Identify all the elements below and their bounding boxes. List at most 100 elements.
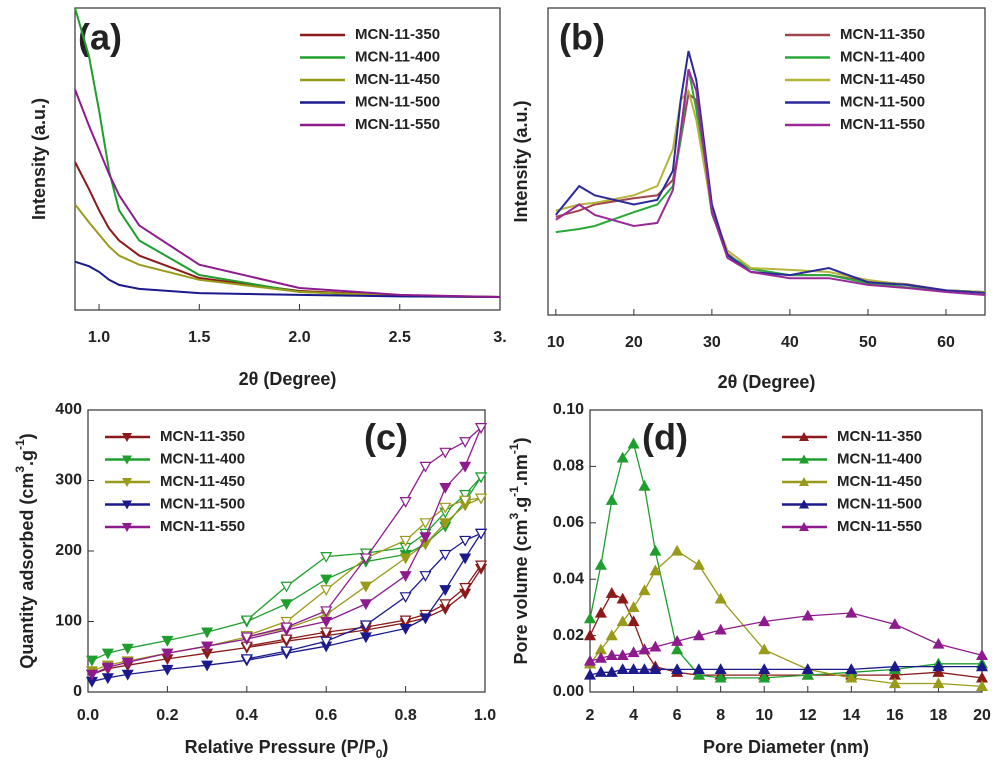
data-point	[975, 680, 989, 691]
data-point	[121, 657, 134, 669]
x-axis-label: Pore Diameter (nm)	[703, 737, 869, 757]
data-point	[692, 558, 705, 570]
x-tick-label: 60	[937, 334, 955, 351]
data-point	[932, 660, 945, 672]
data-point	[439, 599, 452, 611]
x-axis-label: 2θ (Degree)	[718, 372, 816, 392]
data-point	[475, 528, 488, 540]
panel-label: (a)	[78, 17, 122, 58]
data-point	[605, 629, 618, 641]
data-point	[399, 623, 412, 635]
y-axis-label: Quantity adsorbed (cm3.g-1)	[13, 433, 37, 668]
x-tick-label: 20	[973, 707, 991, 724]
label-part: 3	[13, 466, 27, 473]
data-point	[616, 451, 629, 463]
data-point	[616, 663, 629, 675]
label-part: Pore Diameter (nm)	[703, 737, 869, 757]
data-point	[459, 535, 472, 547]
data-point	[320, 574, 333, 586]
data-point	[583, 654, 597, 666]
legend-label: MCN-11-450	[160, 473, 245, 490]
legend-label: MCN-11-550	[160, 518, 245, 535]
x-axis-label: 2θ (Degree)	[239, 369, 337, 389]
data-point	[320, 606, 333, 618]
data-point	[801, 668, 814, 680]
label-part: -1	[507, 486, 521, 497]
x-tick-label: 0.4	[236, 707, 258, 724]
legend-label: MCN-11-350	[840, 26, 925, 43]
data-point	[161, 635, 174, 647]
data-point	[201, 627, 214, 639]
legend-marker	[122, 500, 132, 510]
data-point	[101, 662, 114, 674]
data-point	[359, 599, 372, 611]
legend-label: MCN-11-450	[837, 473, 922, 490]
y-tick-label: 400	[55, 401, 82, 418]
label-part: Intensity (a.u.)	[29, 98, 49, 220]
data-point	[932, 637, 945, 649]
data-point	[320, 552, 333, 563]
x-tick-label: 0.8	[394, 707, 416, 724]
series-line	[91, 568, 482, 676]
series-line	[589, 550, 983, 688]
plot-frame	[589, 409, 983, 693]
data-point	[845, 671, 858, 683]
data-point	[594, 606, 607, 618]
data-point	[638, 643, 651, 655]
data-point	[121, 643, 134, 655]
data-point	[459, 490, 472, 501]
data-point	[359, 620, 372, 632]
series-line	[555, 50, 986, 294]
data-point	[280, 599, 293, 611]
data-point	[439, 502, 452, 514]
legend-marker	[799, 499, 809, 509]
legend-label: MCN-11-350	[160, 428, 245, 445]
data-point	[714, 592, 727, 604]
y-tick-label: 0.06	[553, 514, 584, 531]
x-tick-label: 40	[781, 334, 799, 351]
data-point	[121, 669, 134, 681]
x-tick-label: 0.6	[315, 707, 337, 724]
data-point	[649, 663, 662, 675]
data-point	[932, 666, 945, 677]
legend-label: MCN-11-400	[355, 48, 440, 65]
y-tick-label: 0	[73, 683, 82, 700]
x-tick-label: 1.0	[474, 707, 496, 724]
y-axis-label: Intensity (a.u.)	[29, 98, 49, 220]
label-part: Relative Pressure (P/P	[185, 737, 376, 757]
panel: 1.0 1.5 2.0 2.5 3. 2θ (Degree) Intensity (a.u.…	[29, 7, 507, 389]
data-point	[475, 560, 488, 572]
data-point	[975, 660, 989, 672]
data-point	[583, 612, 597, 624]
data-point	[714, 671, 727, 683]
legend-marker	[122, 523, 132, 532]
data-point	[714, 623, 727, 635]
legend-label: MCN-11-500	[160, 495, 245, 512]
series-line	[91, 427, 482, 675]
label-part: .g	[17, 450, 37, 466]
x-tick-label: 4	[629, 707, 638, 724]
label-part: Intensity (a.u.)	[511, 100, 531, 222]
data-point	[439, 518, 452, 530]
data-point	[638, 479, 651, 491]
data-point	[594, 666, 607, 677]
data-point	[475, 472, 488, 484]
label-part: Quantity adsorbed (cm	[17, 473, 37, 669]
data-point	[671, 635, 684, 646]
x-tick-label: 18	[930, 707, 948, 724]
data-point	[801, 663, 814, 675]
series-line	[74, 161, 501, 298]
data-point	[605, 587, 618, 598]
data-point	[594, 651, 607, 663]
data-point	[616, 649, 629, 660]
data-point	[459, 461, 472, 473]
x-tick-label: 0.2	[156, 707, 178, 724]
data-point	[240, 615, 253, 627]
legend-marker	[799, 522, 809, 531]
data-point	[419, 461, 432, 473]
series-line	[91, 476, 482, 661]
data-point	[605, 666, 618, 677]
data-point	[201, 641, 214, 653]
y-tick-label: 100	[55, 613, 82, 630]
x-tick-label: 16	[886, 707, 904, 724]
